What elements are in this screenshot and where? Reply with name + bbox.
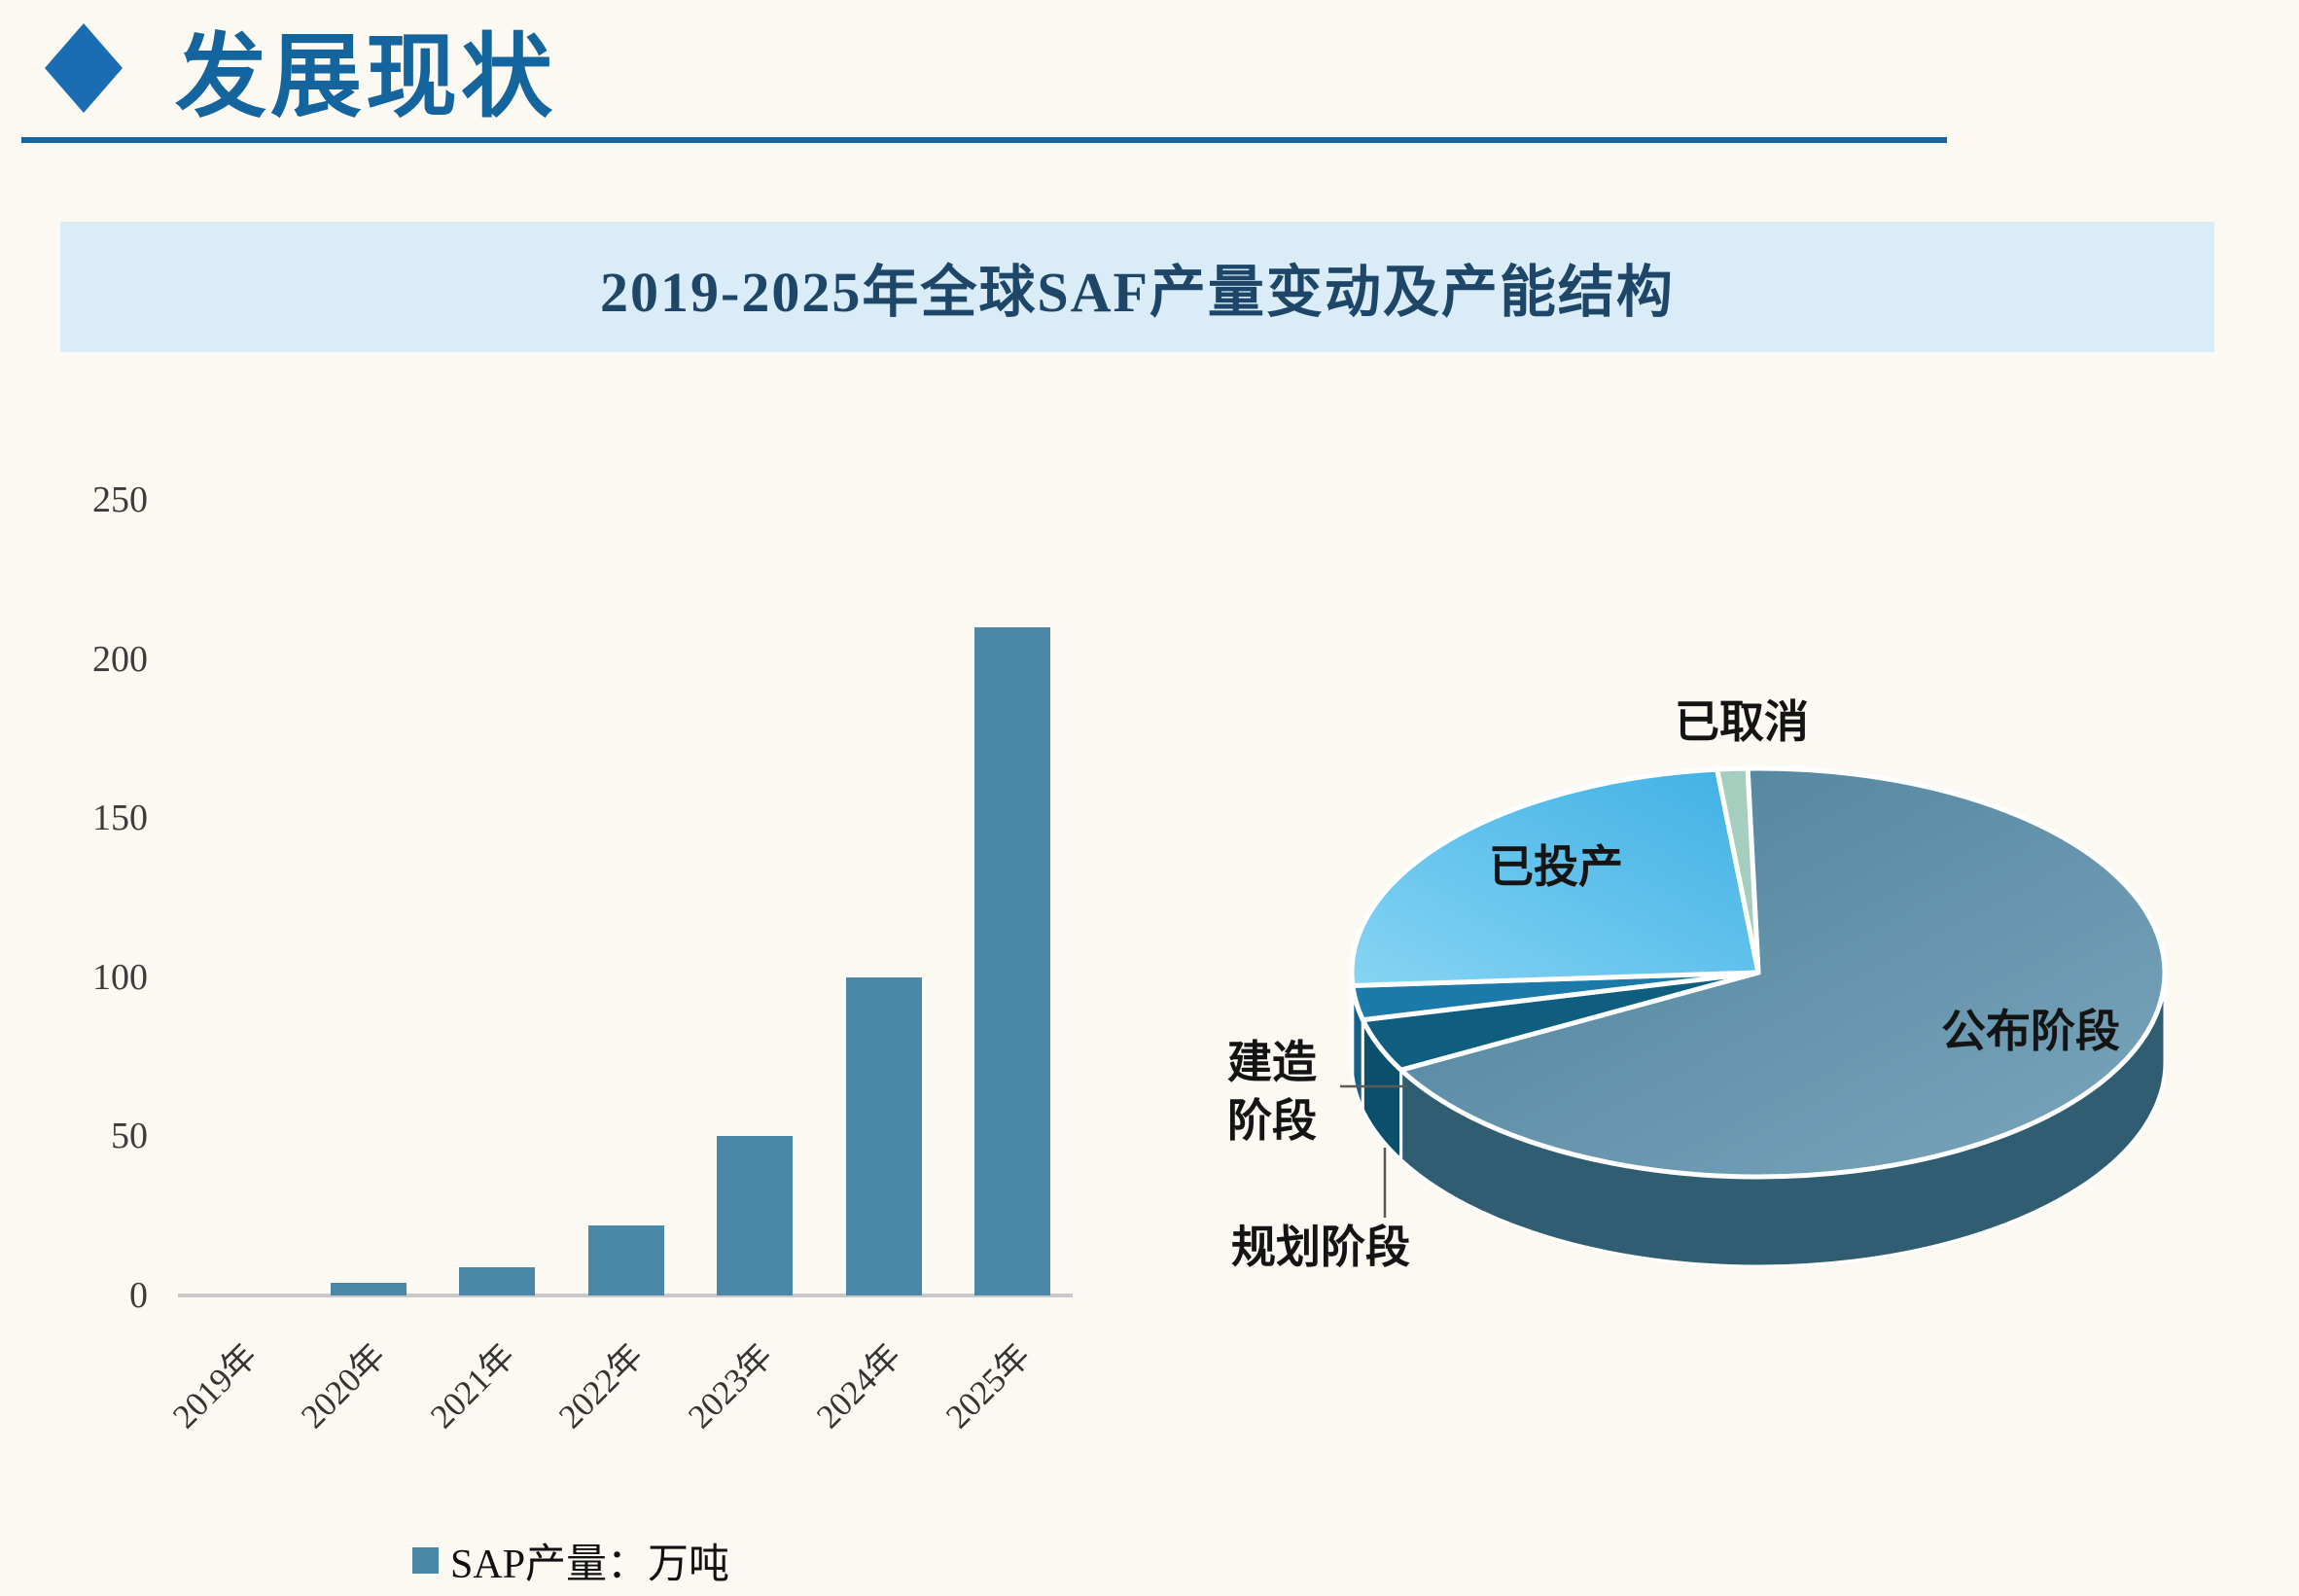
bar-legend: SAP产量：万吨 xyxy=(412,1531,729,1590)
page-title: 发展现状 xyxy=(175,27,557,128)
bar-2023年 xyxy=(717,1136,793,1295)
pie-label-in-production: 已投产 xyxy=(1489,841,1623,892)
x-axis-line xyxy=(178,1294,1073,1297)
legend-swatch xyxy=(412,1547,439,1574)
bar-2024年 xyxy=(845,976,922,1295)
bar-2021年 xyxy=(459,1266,535,1295)
bar-2022年 xyxy=(587,1225,664,1295)
y-tick-label: 100 xyxy=(92,956,148,998)
pie-label-cancelled: 已取消 xyxy=(1675,696,1809,747)
pie-slice-已取消 xyxy=(1715,765,1761,975)
y-tick-label: 0 xyxy=(129,1275,148,1316)
pie-label-announced: 公布阶段 xyxy=(1941,1006,2120,1056)
y-tick-label: 150 xyxy=(92,798,148,839)
y-tick-label: 50 xyxy=(111,1116,148,1157)
y-tick-label: 200 xyxy=(92,638,148,680)
chart-title-banner: 2019-2025年全球SAF产量变动及产能结构 xyxy=(60,222,2214,352)
y-tick-label: 250 xyxy=(92,479,148,520)
bar-2025年 xyxy=(974,626,1050,1295)
pie-slice-已投产 xyxy=(1349,766,1761,988)
pie-label-construction: 建造 阶段 xyxy=(1227,1037,1317,1146)
chart-title: 2019-2025年全球SAF产量变动及产能结构 xyxy=(600,261,1675,324)
bar-2020年 xyxy=(330,1282,407,1295)
diamond-icon xyxy=(45,23,123,113)
legend-label: SAP产量：万吨 xyxy=(450,1543,730,1587)
header-divider xyxy=(21,137,1947,143)
pie-label-planning: 规划阶段 xyxy=(1231,1222,1410,1272)
pie-slice-公布阶段 xyxy=(1398,765,2168,1180)
